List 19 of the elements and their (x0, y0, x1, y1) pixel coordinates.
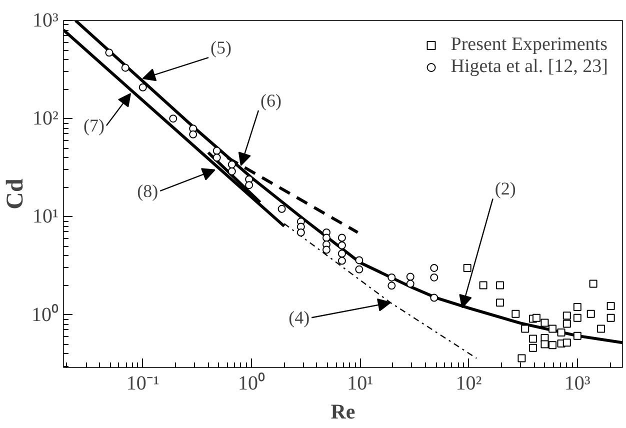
x-tick-label: 10⁰ (238, 372, 265, 394)
y-axis-title: Cd (2, 178, 28, 210)
x-tick-label: 10² (456, 372, 482, 394)
y-tick-label: 10⁰ (32, 302, 58, 326)
annotation: (2) (494, 178, 516, 199)
annotation: (7) (83, 116, 104, 136)
y-tick-label: 10³ (32, 10, 59, 32)
y-tick-label: 10² (32, 108, 59, 130)
x-axis-title: Re (330, 400, 356, 424)
x-tick-label: 10⁻¹ (126, 372, 160, 394)
legend-label: Higeta et al. [12, 23] (450, 56, 608, 78)
annotation: (4) (288, 308, 310, 328)
x-tick-label: 10¹ (347, 372, 374, 394)
x-tick-label: 10³ (564, 372, 590, 394)
annotation: (8) (137, 180, 158, 201)
y-tick-label: 10¹ (32, 206, 59, 228)
legend-label: Present Experiments (450, 34, 608, 56)
annotation: (5) (210, 38, 232, 58)
annotation: (6) (260, 90, 282, 110)
